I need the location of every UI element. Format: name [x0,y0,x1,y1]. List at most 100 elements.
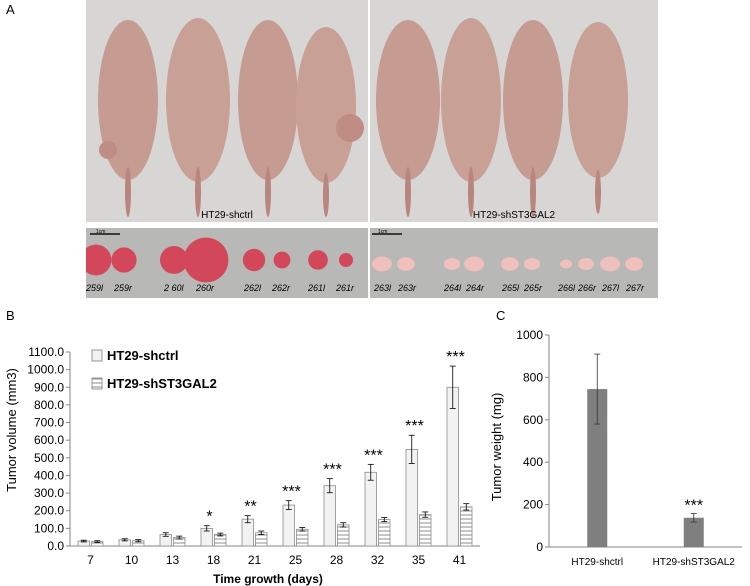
b-significance-marker: *** [446,349,465,366]
tumor-label: 264r [465,283,485,293]
legend-swatch-shst3gal2 [91,377,103,390]
tumor-kd [464,256,484,272]
tumor-label: 265r [523,283,543,293]
legend-label-shst3gal2: HT29-shST3GAL2 [107,376,217,391]
b-y-tick-label: 1000.0 [27,363,64,377]
tumor-ctrl [183,237,229,283]
bar-shst3gal2 [460,506,473,547]
b-significance-marker: * [206,509,212,526]
b-x-tick-label: 41 [453,553,467,567]
c-y-tick-label: 600 [523,413,543,427]
b-significance-marker: *** [282,484,301,501]
scale-label-left: 1cm [96,229,105,235]
tumors-photo: 1cm 1cm 259l 259r 2 60l 260r 262l 262r 261l 261… [86,228,658,298]
bar-shctrl [323,485,336,547]
b-y-tick-label: 100.0 [34,521,64,535]
tumor-label: 267r [625,283,645,293]
b-x-axis-label: Time growth (days) [213,572,323,586]
b-y-tick-label: 700.0 [34,416,64,430]
b-y-tick-label: 900.0 [34,380,64,394]
b-significance-marker: ** [244,499,256,516]
mice-right [376,18,628,217]
tumor-kd [397,257,415,271]
tumor-kd [501,257,519,271]
legend-swatch-shctrl [91,349,103,362]
chart-tumor-weight: *** 0 200 400 600 800 1000 HT29-shctrl HT29-shS… [489,328,742,568]
b-legend: HT29-shctrl HT29-shST3GAL2 [91,348,217,391]
photo-right-caption: HT29-shST3GAL2 [473,210,556,221]
tumor-kd [578,258,594,270]
tumor-label: 266l [557,283,576,293]
c-x-tick-label: HT29-shST3GAL2 [653,557,736,568]
tumor-ctrl [308,250,328,270]
tumor-labels: 259l 259r 2 60l 260r 262l 262r 261l 261r 263l 263… [86,283,645,293]
tumor-ctrl [86,244,112,276]
bar-shctrl [241,518,254,547]
tumor-kd [444,258,460,270]
bar-shst3gal2 [296,528,309,547]
bar-shctrl [282,504,295,547]
b-significance-marker: *** [405,418,424,435]
bar-shst3gal2 [419,514,432,547]
tumor-label: 263r [397,283,417,293]
b-y-axis-label: Tumor volume (mm3) [4,368,19,492]
tumor-label: 262l [243,283,262,293]
b-y-tick-label: 500.0 [34,451,64,465]
c-significance-marker: *** [684,498,703,515]
tumor-label: 261l [307,283,326,293]
tumor-label: 266r [577,283,597,293]
tumor-ctrl [160,246,188,274]
c-bar [587,389,608,547]
b-x-tick-label: 25 [289,553,303,567]
c-y-tick-label: 400 [523,455,543,469]
tumor-kd [625,257,643,271]
bar-shst3gal2 [378,519,391,547]
tumor-label: 259l [86,283,104,293]
tumor-label: 260r [195,283,215,293]
b-x-tick-label: 35 [412,553,426,567]
b-y-tick-label: 300.0 [34,486,64,500]
b-y-tick-label: 1100.0 [28,345,64,359]
mice-left [98,18,364,217]
c-x-tick-label: HT29-shctrl [571,557,623,568]
b-bars: ****************** [77,349,473,547]
b-x-tick-label: 28 [330,553,344,567]
tumor-ctrl [242,248,266,272]
b-y-tick-label: 200.0 [34,504,64,518]
c-axes [545,334,742,548]
panel-label-a: A [6,2,15,17]
c-bars: *** [587,353,704,547]
tumor-label: 262r [271,283,291,293]
tumor-label: 259r [113,283,133,293]
panel-label-b: B [6,308,15,323]
c-y-tick-label: 800 [523,370,543,384]
c-bar [683,517,704,547]
b-x-tick-label: 13 [166,553,180,567]
tumor-label: 261r [335,283,355,293]
bar-shst3gal2 [337,524,350,547]
chart-tumor-volume: ****************** 0.0100.0200.0300.0400… [4,345,480,586]
tumor-label: 2 60l [163,283,185,293]
bar-shctrl [364,471,377,547]
tumor-label: 263l [373,283,392,293]
tumor-kd [600,256,620,272]
tumor-ctrl [339,253,353,267]
scale-label-right: 1cm [378,229,387,235]
b-y-tick-label: 800.0 [34,398,64,412]
bar-shctrl [446,386,459,547]
tumor-shapes [86,237,643,283]
b-significance-marker: *** [323,462,342,479]
tumor-label: 264l [443,283,462,293]
b-x-tick-label: 32 [371,553,385,567]
c-y-axis-label: Tumor weight (mg) [489,393,504,502]
tumor-ctrl [111,247,137,273]
b-x-tick-label: 18 [207,553,221,567]
c-y-tick-label: 1000 [516,328,543,342]
legend-label-shctrl: HT29-shctrl [107,348,179,363]
b-x-tick-label: 7 [87,553,94,567]
b-y-tick-label: 600.0 [34,433,64,447]
b-tick-labels: 0.0 100.0 200.0 300.0 400.0 500.0 600.0 700.0 80… [27,345,466,567]
mice-photo: HT29-shctrl HT29-shST3GAL2 [86,0,658,222]
panel-label-c: C [496,308,506,323]
tumor-label: 267l [601,283,620,293]
